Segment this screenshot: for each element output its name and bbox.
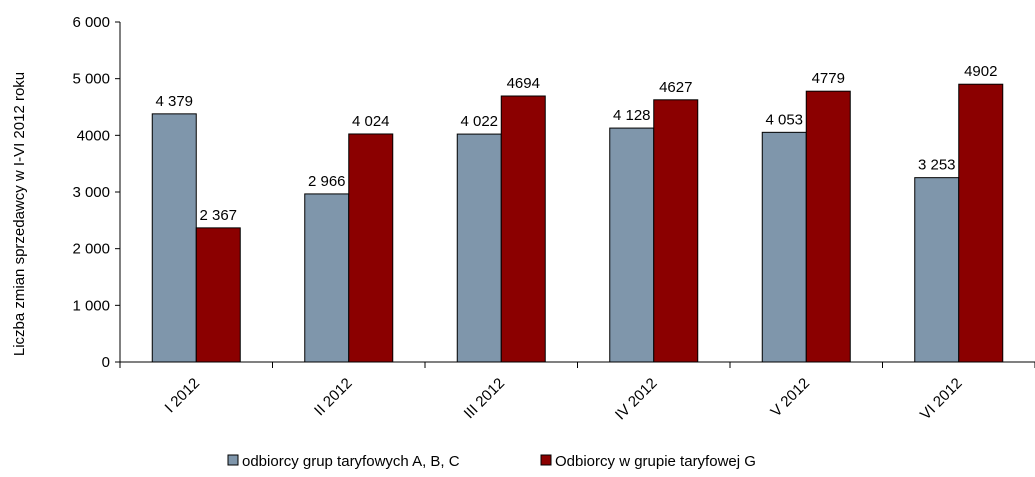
x-tick-label: II 2012 (311, 375, 355, 419)
x-tick-label: IV 2012 (612, 375, 661, 424)
x-tick-label: V 2012 (767, 375, 813, 421)
y-tick-label: 2 000 (72, 241, 110, 258)
bar-series-g (958, 83, 1004, 363)
bar-series-g (195, 227, 241, 363)
data-label: 2 367 (199, 207, 237, 224)
bar-series-g (805, 90, 851, 363)
data-label: 4627 (659, 79, 692, 96)
bar-series-g (653, 99, 699, 363)
y-tick-label: 6 000 (72, 14, 110, 31)
data-label: 4 024 (352, 113, 390, 130)
data-label: 2 966 (308, 173, 346, 190)
y-axis-title: Liczba zmian sprzedawcy w I-VI 2012 roku (11, 72, 28, 356)
y-tick-label: 0 (102, 354, 110, 371)
legend-swatch (540, 454, 552, 466)
data-label: 4 128 (613, 107, 651, 124)
x-tick-label: VI 2012 (917, 375, 966, 424)
data-label: 4 379 (155, 93, 193, 110)
x-tick-label: I 2012 (162, 375, 204, 417)
data-label: 3 253 (918, 157, 956, 174)
bar-series-abc (151, 113, 197, 363)
bar-series-g (348, 133, 394, 363)
legend-label: odbiorcy grup taryfowych A, B, C (242, 453, 460, 470)
x-tick-label: III 2012 (461, 375, 508, 422)
bar-series-abc (609, 127, 655, 363)
y-tick-label: 3 000 (72, 184, 110, 201)
data-label: 4779 (812, 70, 845, 87)
legend-label: Odbiorcy w grupie taryfowej G (555, 453, 756, 470)
bar-series-abc (914, 177, 960, 363)
chart-bars (151, 83, 1004, 363)
y-tick-label: 1 000 (72, 297, 110, 314)
bar-series-abc (761, 131, 807, 363)
data-label: 4902 (964, 63, 997, 80)
y-tick-label: 4000 (77, 127, 110, 144)
data-label: 4694 (507, 75, 540, 92)
chart-legend: odbiorcy grup taryfowych A, B, C Odbiorcy… (227, 453, 756, 470)
data-label: 4 022 (460, 113, 498, 130)
data-label: 4 053 (765, 111, 803, 128)
bar-series-abc (456, 133, 502, 363)
chart-data-labels: 4 379 2 367 2 966 4 024 4 022 4694 4 128 4627 4 … (155, 63, 997, 224)
bar-series-abc (304, 193, 350, 363)
bar-series-g (500, 95, 546, 363)
legend-swatch (227, 454, 239, 466)
y-tick-label: 5 000 (72, 71, 110, 88)
